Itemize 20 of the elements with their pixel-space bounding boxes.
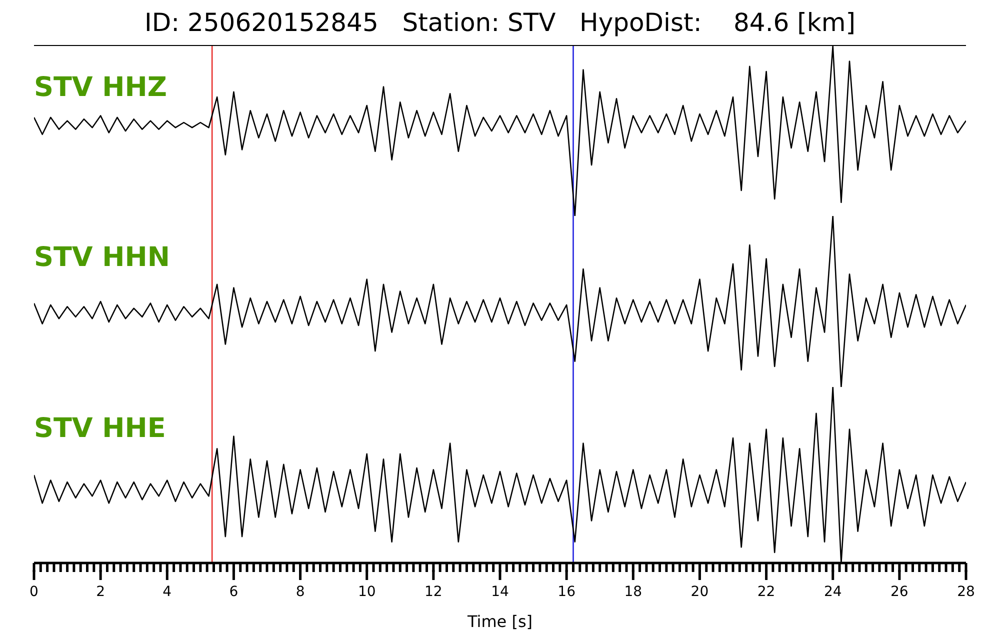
series-label: STV HHZ <box>34 72 167 103</box>
x-tick-label: 18 <box>624 584 642 600</box>
x-tick-label: 6 <box>229 584 238 600</box>
x-tick-label: 22 <box>757 584 776 600</box>
x-tick-label: 28 <box>957 584 975 600</box>
x-tick-label: 26 <box>890 584 908 600</box>
x-axis-title: Time [s] <box>466 612 533 631</box>
x-tick-label: 8 <box>296 584 305 600</box>
series-label: STV HHE <box>34 413 166 444</box>
x-tick-label: 16 <box>558 584 576 600</box>
x-tick-label: 10 <box>358 584 376 600</box>
series-label: STV HHN <box>34 242 170 273</box>
x-tick-label: 4 <box>162 584 172 600</box>
x-tick-label: 20 <box>690 584 709 600</box>
x-tick-label: 0 <box>30 584 38 600</box>
x-tick-label: 2 <box>96 584 106 600</box>
x-tick-label: 24 <box>824 584 842 600</box>
x-tick-label: 12 <box>424 584 442 600</box>
x-tick-label: 14 <box>491 584 509 600</box>
chart-title: ID: 250620152845 Station: STV HypoDist: 84.6 [km] <box>144 8 856 37</box>
